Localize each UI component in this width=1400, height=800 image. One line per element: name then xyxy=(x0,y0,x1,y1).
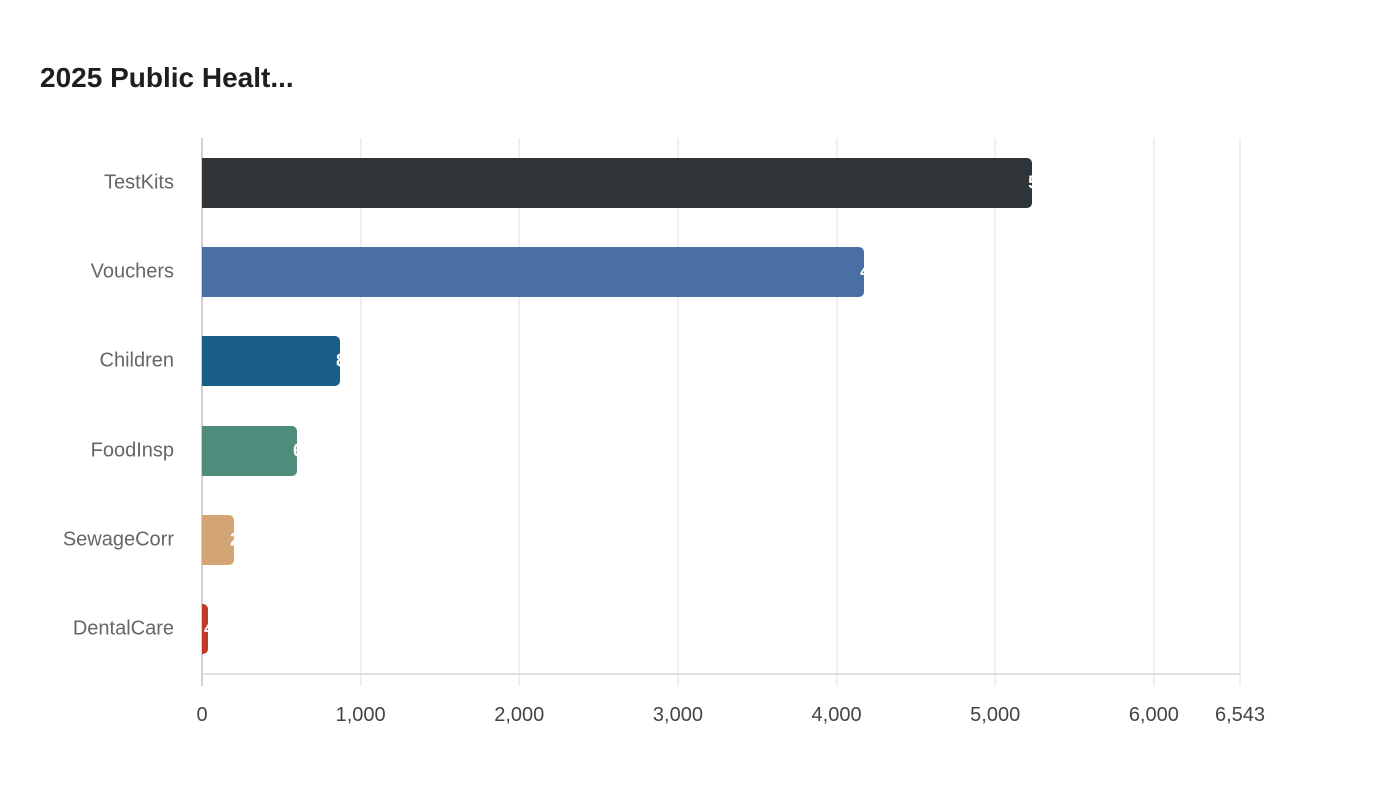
x-tick-label: 5,000 xyxy=(970,704,1021,726)
bar-foodinsp[interactable]: 6 xyxy=(202,425,298,476)
gridline xyxy=(359,138,362,686)
bar-value-label: 5 xyxy=(1028,173,1032,194)
category-label: Vouchers xyxy=(90,260,174,283)
gridline xyxy=(518,138,521,686)
bar-value-label: 6 xyxy=(293,440,297,461)
x-tick-label: 0 xyxy=(196,704,208,726)
bar-value-label: 2 xyxy=(230,529,234,550)
bar-vouchers[interactable]: 4 xyxy=(202,247,865,298)
x-axis-line xyxy=(202,673,1240,675)
bar-dentalcare[interactable]: 4 xyxy=(202,604,209,654)
bar-sewagecorr[interactable]: 2 xyxy=(202,514,235,565)
x-tick-label: 2,000 xyxy=(494,704,545,726)
gridline xyxy=(1152,138,1155,686)
bar-value-label: 8 xyxy=(336,351,340,372)
y-axis-line xyxy=(201,138,203,686)
category-label: DentalCare xyxy=(72,617,174,640)
category-label: TestKits xyxy=(103,171,174,194)
x-tick-label: 1,000 xyxy=(335,704,386,726)
category-label: FoodInsp xyxy=(90,439,174,462)
category-label: Children xyxy=(99,349,174,372)
bar-value-label: 4 xyxy=(204,619,208,640)
gridline xyxy=(994,138,997,686)
gridline xyxy=(835,138,838,686)
x-tick-label: 4,000 xyxy=(811,704,862,726)
x-tick-label: 6,543 xyxy=(1214,704,1266,726)
x-tick-label: 3,000 xyxy=(652,704,703,726)
bar-value-label: 4 xyxy=(860,262,864,283)
bar-testkits[interactable]: 5 xyxy=(202,158,1033,208)
x-tick-label: 6,000 xyxy=(1128,704,1179,726)
category-label: SewageCorr xyxy=(62,528,174,551)
gridline xyxy=(676,138,679,686)
gridline xyxy=(1239,138,1241,686)
bar-children[interactable]: 8 xyxy=(202,336,341,387)
chart-title: 2025 Public Healt... xyxy=(40,62,294,93)
